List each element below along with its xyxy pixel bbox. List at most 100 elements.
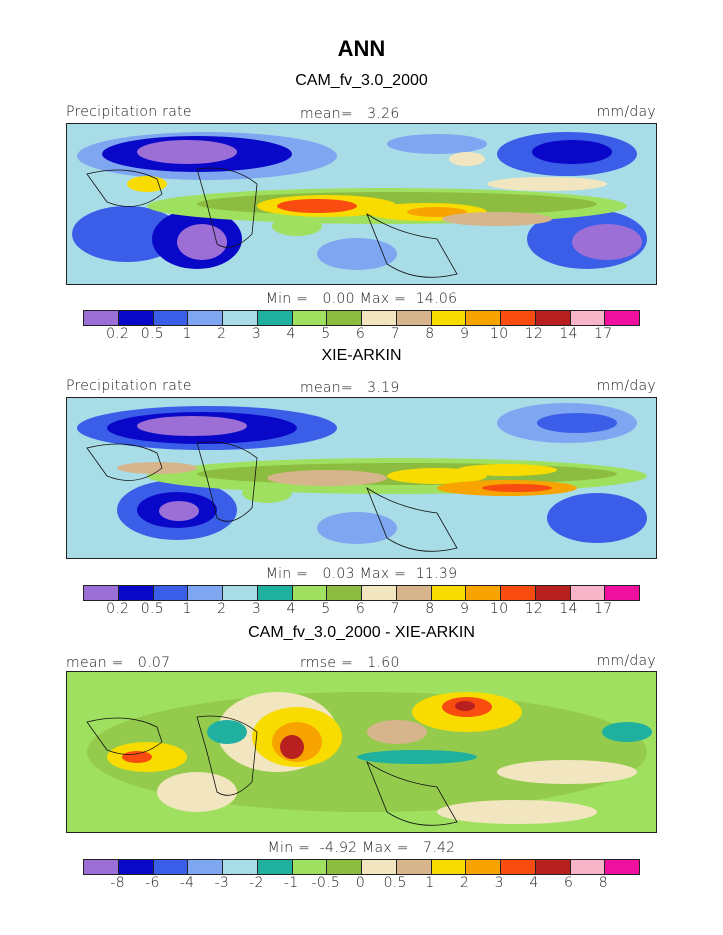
panel-1-colorbar-ticks: 0.2 0.5 1 2 3 4 5 6 7 8 9 10 12 14 17 — [83, 326, 638, 342]
colorbar-swatch — [466, 860, 501, 874]
colorbar-swatch — [223, 860, 258, 874]
colorbar-swatch — [327, 311, 362, 325]
colorbar-tick-label: 12 — [524, 601, 544, 617]
colorbar-tick-label: 7 — [390, 601, 400, 617]
colorbar-swatch — [327, 860, 362, 874]
colorbar-tick-label: 12 — [524, 326, 544, 342]
colorbar-tick-label: 9 — [459, 601, 470, 617]
colorbar-swatch — [362, 860, 397, 874]
colorbar-swatch — [292, 311, 328, 325]
colorbar-swatch — [118, 586, 154, 600]
colorbar-swatch — [605, 860, 639, 874]
colorbar-swatch — [257, 586, 293, 600]
panel-3-mean-label: mean = 0.07 — [66, 655, 171, 671]
colorbar-swatch — [605, 311, 639, 325]
colorbar-swatch — [501, 860, 536, 874]
panel-1-minmax: Min = 0.00 Max = 14.06 — [265, 291, 458, 307]
colorbar-tick-label: 8 — [598, 875, 608, 891]
colorbar-tick-label: 10 — [490, 326, 509, 342]
colorbar-swatch — [396, 586, 432, 600]
colorbar-swatch — [84, 586, 119, 600]
colorbar-tick-label: 1 — [182, 326, 192, 342]
colorbar-swatch — [153, 860, 189, 874]
colorbar-swatch — [570, 586, 606, 600]
colorbar-swatch — [188, 586, 223, 600]
colorbar-tick-label: 5 — [321, 601, 331, 617]
colorbar-swatch — [223, 311, 258, 325]
panel-2-map — [66, 397, 657, 559]
colorbar-tick-label: 9 — [459, 326, 470, 342]
colorbar-swatch — [84, 860, 119, 874]
colorbar-swatch — [396, 860, 432, 874]
panel-2-title: XIE-ARKIN — [321, 347, 402, 364]
colorbar-swatch — [431, 311, 467, 325]
colorbar-tick-label: 2 — [217, 326, 227, 342]
colorbar-tick-label: 4 — [286, 601, 296, 617]
panel-2-colorbar-ticks: 0.2 0.5 1 2 3 4 5 6 7 8 9 10 12 14 17 — [83, 601, 638, 617]
colorbar-tick-label: 3 — [494, 875, 504, 891]
colorbar-tick-label: 17 — [594, 326, 613, 342]
panel-2-variable-label: Precipitation rate — [66, 378, 192, 394]
colorbar-swatch — [431, 860, 467, 874]
colorbar-swatch — [605, 586, 639, 600]
panel-1-mean-label: mean= 3.26 — [300, 106, 400, 122]
colorbar-swatch — [118, 860, 154, 874]
colorbar-tick-label: 0.5 — [383, 875, 407, 891]
panel-3-colorbar — [83, 859, 640, 875]
colorbar-tick-label: 6 — [564, 875, 574, 891]
colorbar-tick-label: 7 — [390, 326, 400, 342]
colorbar-tick-label: 1 — [182, 601, 192, 617]
colorbar-swatch — [327, 586, 362, 600]
colorbar-swatch — [188, 311, 223, 325]
panel-1-variable-label: Precipitation rate — [66, 104, 192, 120]
colorbar-swatch — [570, 311, 606, 325]
colorbar-swatch — [501, 586, 536, 600]
colorbar-swatch — [396, 311, 432, 325]
colorbar-tick-label: 17 — [594, 601, 613, 617]
colorbar-tick-label: 5 — [321, 326, 331, 342]
panel-1-colorbar — [83, 310, 640, 326]
panel-2-mean-label: mean= 3.19 — [300, 380, 400, 396]
colorbar-tick-label: 8 — [425, 601, 435, 617]
colorbar-swatch — [431, 586, 467, 600]
colorbar-tick-label: 1 — [425, 875, 435, 891]
colorbar-tick-label: 2 — [217, 601, 227, 617]
panel-3-units-label: mm/day — [596, 653, 656, 669]
colorbar-swatch — [362, 586, 397, 600]
colorbar-tick-label: 3 — [251, 601, 262, 617]
colorbar-tick-label: 0.5 — [140, 601, 164, 617]
colorbar-swatch — [362, 311, 397, 325]
colorbar-tick-label: 6 — [355, 601, 366, 617]
colorbar-swatch — [153, 311, 189, 325]
colorbar-tick-label: 0 — [355, 875, 366, 891]
colorbar-tick-label: 3 — [251, 326, 262, 342]
panel-3-minmax: Min = -4.92 Max = 7.42 — [267, 840, 456, 856]
colorbar-swatch — [535, 311, 571, 325]
colorbar-tick-label: 4 — [286, 326, 296, 342]
colorbar-swatch — [153, 586, 189, 600]
colorbar-tick-label: 4 — [529, 875, 539, 891]
colorbar-swatch — [570, 860, 606, 874]
colorbar-tick-label: 14 — [559, 326, 578, 342]
colorbar-swatch — [466, 311, 501, 325]
colorbar-swatch — [84, 311, 119, 325]
panel-3-rmse-label: rmse = 1.60 — [300, 655, 400, 671]
panel-3-title: CAM_fv_3.0_2000 - XIE-ARKIN — [248, 624, 475, 641]
colorbar-swatch — [292, 586, 328, 600]
panel-1-map — [66, 123, 657, 285]
colorbar-tick-label: 2 — [459, 875, 470, 891]
panel-3-colorbar-ticks: -8 -6 -4 -3 -2 -1 -0.5 0 0.5 1 2 3 4 6 8 — [83, 875, 638, 891]
colorbar-tick-label: -2 — [249, 875, 264, 891]
panel-1-title: CAM_fv_3.0_2000 — [295, 72, 428, 89]
colorbar-tick-label: -4 — [179, 875, 195, 891]
colorbar-swatch — [257, 860, 293, 874]
panel-2-colorbar — [83, 585, 640, 601]
colorbar-swatch — [257, 311, 293, 325]
colorbar-tick-label: 14 — [559, 601, 578, 617]
colorbar-tick-label: 0.2 — [106, 326, 130, 342]
colorbar-tick-label: -0.5 — [311, 875, 341, 891]
colorbar-tick-label: 8 — [425, 326, 435, 342]
colorbar-swatch — [188, 860, 223, 874]
panel-3-map — [66, 671, 657, 833]
colorbar-swatch — [118, 311, 154, 325]
